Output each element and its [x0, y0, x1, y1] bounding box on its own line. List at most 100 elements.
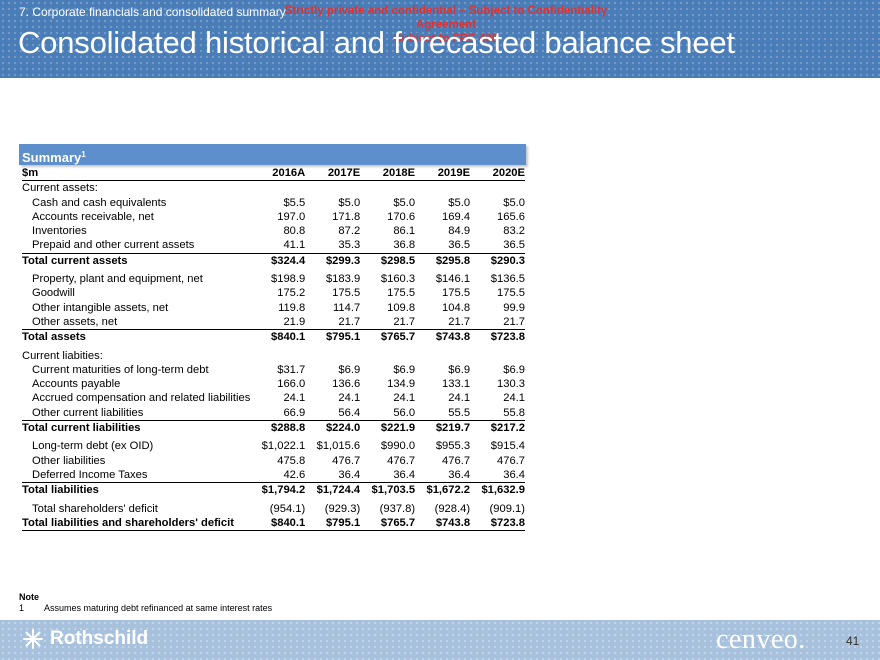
- row-value: $290.3: [490, 254, 525, 267]
- row-label: Accounts payable: [32, 378, 121, 391]
- table-row: Other current liabilities 66.9 56.4 56.0 55.…: [22, 405, 525, 422]
- row-value: $6.9: [393, 363, 416, 376]
- row-value: 165.6: [497, 210, 525, 223]
- header-band: 7. Corporate financials and consolidated…: [0, 0, 880, 78]
- row-value: 36.4: [415, 467, 471, 484]
- table-total-row: Total current assets $324.4 $299.3 $298.5 $2…: [22, 253, 525, 268]
- row-value: [415, 345, 470, 363]
- table-header-row: $m 2016A 2017E 2018E 2019E 2020E: [22, 166, 525, 182]
- row-value: $955.3: [435, 440, 471, 453]
- table-row: Current maturities of long-term debt $31.…: [22, 363, 525, 377]
- row-value: 476.7: [387, 454, 416, 467]
- row-value: $198.9: [271, 273, 306, 286]
- summary-bar: Summary1: [19, 144, 526, 165]
- row-value: 36.4: [470, 467, 525, 484]
- row-value: 35.3: [305, 238, 361, 254]
- row-label: Total liabilities: [22, 484, 99, 497]
- table-row: Accrued compensation and related liabili…: [22, 391, 525, 405]
- row-value: 130.3: [497, 378, 525, 391]
- row-value: $5.0: [448, 196, 471, 209]
- row-label: Current liabities:: [22, 349, 103, 362]
- row-value: 21.9: [250, 314, 306, 331]
- rothschild-wordmark: Rothschild: [50, 628, 149, 649]
- row-value: 56.4: [305, 405, 361, 422]
- row-value: 21.7: [305, 314, 361, 331]
- row-value: 66.9: [250, 405, 306, 422]
- row-value: (937.8): [379, 502, 416, 515]
- row-value: 56.0: [360, 405, 416, 422]
- row-label: Deferred Income Taxes: [22, 467, 251, 484]
- row-label: Cash and cash equivalents: [32, 196, 167, 209]
- row-value: 80.8: [283, 225, 306, 238]
- confidentiality-notice: Strictly private and confidential – Subj…: [256, 4, 636, 46]
- table-row: Other liabilities 475.8 476.7 476.7 476.7 476…: [22, 454, 525, 468]
- row-label: Current assets:: [22, 182, 98, 195]
- row-value: 136.6: [332, 378, 361, 391]
- row-value: $295.8: [435, 254, 471, 267]
- cenveo-logo: cenveo.: [716, 624, 806, 655]
- row-value: $224.0: [325, 422, 361, 435]
- row-value: $6.9: [448, 363, 471, 376]
- row-label: Total current assets: [22, 254, 128, 267]
- row-label: Total assets: [22, 331, 86, 344]
- row-value: [360, 345, 415, 363]
- row-value: $743.8: [435, 331, 471, 344]
- table-total-row: Total current liabilities $288.8 $224.0 $22…: [22, 421, 525, 436]
- row-value: 36.4: [305, 467, 361, 484]
- row-label: Current maturities of long-term debt: [32, 363, 209, 376]
- row-value: [470, 181, 525, 196]
- footer-band: [0, 620, 880, 660]
- row-value: $765.7: [380, 331, 416, 344]
- table-row: Other intangible assets, net 119.8 114.7 10…: [22, 301, 525, 315]
- row-value: $299.3: [325, 254, 361, 267]
- column-header-year: 2020E: [470, 166, 525, 182]
- row-value: [415, 181, 470, 196]
- row-value: 170.6: [387, 210, 416, 223]
- row-label: Inventories: [32, 225, 87, 238]
- row-label: Goodwill: [32, 287, 75, 300]
- row-value: $219.7: [435, 422, 471, 435]
- row-value: 175.5: [497, 287, 525, 300]
- row-value: 134.9: [387, 378, 416, 391]
- row-label: Other current liabilities: [22, 405, 251, 422]
- row-value: $915.4: [490, 440, 525, 453]
- row-value: 476.7: [332, 454, 361, 467]
- column-header-year: 2017E: [305, 166, 361, 182]
- row-value: $6.9: [338, 363, 361, 376]
- row-value: 24.1: [448, 392, 471, 405]
- summary-label: Summary: [22, 150, 82, 166]
- balance-sheet-table: $m 2016A 2017E 2018E 2019E 2020E Current asset…: [22, 166, 525, 532]
- row-value: $5.0: [338, 196, 361, 209]
- row-value: $160.3: [380, 273, 416, 286]
- row-value: (954.1): [269, 502, 306, 515]
- row-label: Total shareholders' deficit: [32, 502, 158, 515]
- row-value: 169.4: [442, 210, 471, 223]
- row-value: $298.5: [380, 254, 416, 267]
- column-header-year: 2018E: [360, 166, 416, 182]
- row-value: (928.4): [434, 502, 471, 515]
- row-value: $840.1: [250, 515, 306, 532]
- table-section-row: Current liabities:: [22, 345, 525, 363]
- row-value: (929.3): [324, 502, 361, 515]
- row-value: [360, 181, 415, 196]
- table-row: Cash and cash equivalents $5.5 $5.0 $5.0 $5.…: [22, 196, 525, 210]
- rothschild-logo: Rothschild: [22, 628, 148, 650]
- page-title: Consolidated historical and forecasted b…: [18, 25, 735, 60]
- summary-footnote-marker: 1: [81, 150, 86, 159]
- table-total-row: Total liabilities and shareholders' defi…: [22, 515, 525, 532]
- row-value: 21.7: [360, 314, 416, 331]
- row-value: 24.1: [393, 392, 416, 405]
- row-value: $288.8: [271, 422, 306, 435]
- row-value: 84.9: [448, 225, 471, 238]
- table-row: Accounts payable 166.0 136.6 134.9 133.1 130.…: [22, 377, 525, 391]
- row-label: Accounts receivable, net: [32, 210, 154, 223]
- table-row: Property, plant and equipment, net $198.9…: [22, 268, 525, 286]
- table-row: Goodwill 175.2 175.5 175.5 175.5 175.5: [22, 286, 525, 300]
- row-value: [305, 181, 360, 196]
- row-value: 86.1: [393, 225, 416, 238]
- row-value: $1,672.2: [426, 484, 471, 497]
- row-value: 175.2: [277, 287, 306, 300]
- note-title: Note: [19, 592, 39, 602]
- row-value: 175.5: [387, 287, 416, 300]
- table-row: Long-term debt (ex OID) $1,022.1 $1,015.6 $…: [22, 435, 525, 453]
